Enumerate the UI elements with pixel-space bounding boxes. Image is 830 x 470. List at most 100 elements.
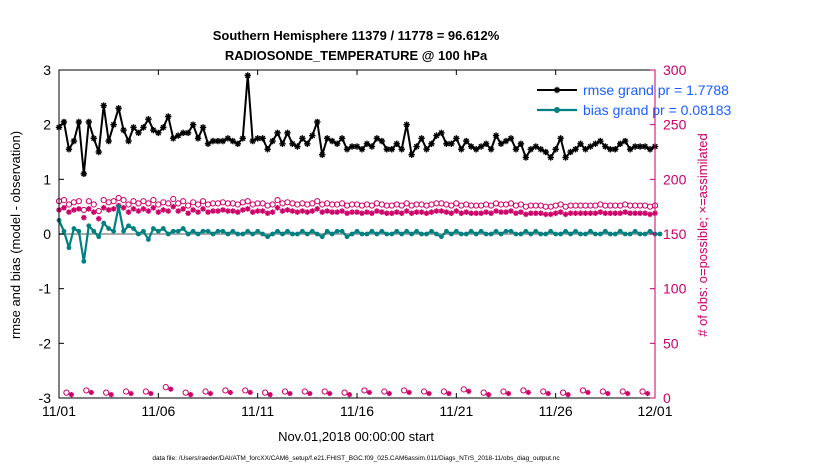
rmse-point-core <box>335 142 339 146</box>
bias-point <box>136 231 141 237</box>
low-obs-assimilated-marker <box>366 389 373 396</box>
rmse-point-core <box>266 147 269 151</box>
plot-area: 11/01 11/06 11/11 11/16 11/21 11/26 12/01 -3 -2 -… <box>39 62 687 419</box>
bias-point <box>568 231 573 237</box>
low-obs-possible-marker <box>440 388 447 395</box>
low-obs-assimilated-marker-stroke <box>307 391 313 396</box>
assimilated-obs-marker-stroke <box>314 206 320 212</box>
legend-rmse-label: rmse grand pr = 1.7788 <box>583 82 729 98</box>
possible-obs-marker <box>80 206 87 214</box>
rmse-point <box>418 135 425 142</box>
rmse-point-core <box>464 139 468 143</box>
assimilated-obs-marker <box>215 208 221 214</box>
low-obs-possible-marker <box>599 388 606 395</box>
assimilated-obs-marker-stroke <box>344 210 350 216</box>
rmse-point-core <box>221 139 225 143</box>
low-obs-assimilated-marker-stroke <box>88 390 94 395</box>
rmse-point-core <box>529 147 533 151</box>
rmse-point <box>100 102 107 109</box>
assimilated-obs-marker <box>617 210 624 217</box>
bias-point <box>364 231 370 237</box>
bias-point <box>647 228 653 234</box>
rmse-point-core <box>206 142 210 146</box>
assimilated-obs-marker-stroke <box>185 210 191 216</box>
bias-point <box>597 231 603 237</box>
rmse-point-core <box>544 150 548 154</box>
assimilated-obs-marker <box>190 207 196 213</box>
bias-point <box>339 228 345 234</box>
bias-point <box>185 231 191 237</box>
rmse-point-core <box>519 142 523 146</box>
assimilated-obs-marker-stroke <box>61 205 67 211</box>
rmse-point-core <box>375 136 379 140</box>
assimilated-obs-marker <box>329 209 335 215</box>
rmse-point-core <box>186 131 190 135</box>
assimilated-obs-marker <box>254 208 261 214</box>
bias-point <box>622 231 628 237</box>
bias-point <box>543 231 549 237</box>
assimilated-obs-marker-stroke <box>473 210 479 216</box>
rmse-point-core <box>246 74 250 77</box>
assimilated-obs-marker <box>647 211 653 218</box>
possible-obs-marker <box>309 200 316 207</box>
low-obs-assimilated-marker <box>327 390 333 397</box>
assimilated-obs-marker-stroke <box>359 210 365 216</box>
assimilated-obs-marker-stroke <box>493 208 499 214</box>
assimilated-obs-marker-stroke <box>275 205 281 211</box>
low-obs-assimilated-marker-stroke <box>506 391 511 396</box>
bias-point <box>354 228 360 234</box>
assimilated-obs-marker-stroke <box>453 208 459 214</box>
bias-point <box>106 226 112 231</box>
assimilated-obs-marker <box>453 208 460 214</box>
data-file-footer: data file: /Users/raeder/DAI/ATM_forcXX/… <box>152 455 560 462</box>
bias-point <box>583 231 588 237</box>
rmse-point-core <box>430 142 433 146</box>
possible-obs-marker <box>180 198 187 205</box>
rmse-point-core <box>127 139 130 143</box>
low-obs-assimilated-marker <box>227 389 233 396</box>
rmse-point <box>234 140 241 147</box>
bias-point <box>399 231 405 237</box>
assimilated-obs-marker-stroke <box>513 210 519 216</box>
rmse-point <box>542 148 549 156</box>
rmse-point <box>239 135 246 142</box>
low-obs-assimilated-marker <box>625 390 631 397</box>
bias-point <box>170 228 176 234</box>
rmse-point <box>324 135 331 142</box>
rmse-point-core <box>370 145 374 148</box>
assimilated-obs-marker <box>458 210 465 217</box>
rmse-point-core <box>390 147 394 151</box>
bias-point <box>369 228 375 234</box>
assimilated-obs-marker <box>170 203 177 210</box>
assimilated-obs-marker-stroke <box>121 205 127 211</box>
possible-obs-marker <box>120 197 127 204</box>
assimilated-obs-marker-stroke <box>140 206 146 212</box>
bias-point <box>463 231 469 237</box>
rmse-point-core <box>648 147 652 151</box>
rmse-point <box>135 129 142 137</box>
bias-point <box>290 231 295 237</box>
low-obs-assimilated-marker-stroke <box>228 390 233 395</box>
bias-point <box>81 258 87 264</box>
y-left-tick-label: 1 <box>43 171 51 187</box>
assimilated-obs-marker-stroke <box>369 210 375 216</box>
assimilated-obs-marker-stroke <box>463 209 469 215</box>
rmse-point-core <box>171 136 175 140</box>
assimilated-obs-marker <box>463 209 470 215</box>
bias-point <box>374 231 380 237</box>
assimilated-obs-marker-stroke <box>508 208 514 214</box>
assimilated-obs-marker <box>642 210 648 217</box>
assimilated-obs-marker <box>284 207 291 213</box>
rmse-point-core <box>92 136 96 140</box>
possible-obs-marker <box>244 198 251 205</box>
rmse-point-core <box>196 136 200 140</box>
low-obs-possible-marker <box>301 388 308 395</box>
rmse-point-core <box>484 142 488 146</box>
assimilated-obs-marker-stroke <box>289 208 295 214</box>
assimilated-obs-marker <box>552 210 559 217</box>
rmse-point-core <box>345 147 349 151</box>
assimilated-obs-marker <box>587 210 594 217</box>
assimilated-obs-marker <box>66 209 72 215</box>
rmse-point <box>333 140 341 147</box>
